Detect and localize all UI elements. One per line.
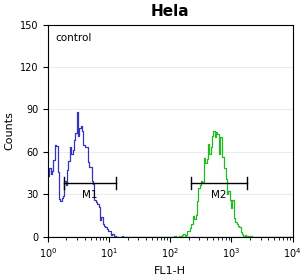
Text: M1: M1 — [82, 190, 98, 200]
Text: M2: M2 — [211, 190, 227, 200]
Y-axis label: Counts: Counts — [4, 111, 14, 150]
Title: Hela: Hela — [151, 4, 190, 19]
Text: control: control — [55, 33, 91, 43]
X-axis label: FL1-H: FL1-H — [154, 266, 186, 276]
